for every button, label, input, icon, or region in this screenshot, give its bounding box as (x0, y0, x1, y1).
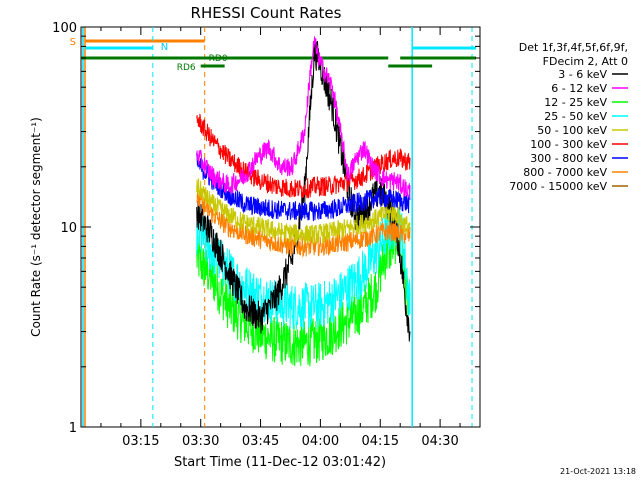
legend-entry-label: 25 - 50 keV (544, 110, 607, 123)
x-tick-label: 03:45 (242, 434, 279, 449)
night-label: N (161, 42, 168, 53)
annotation-layer: S N RD0 RD6 (70, 27, 477, 427)
series-line-1 (196, 36, 411, 200)
legend-entry-label: 12 - 25 keV (544, 96, 607, 109)
y-axis-label: Count Rate (s⁻¹ detector segment⁻¹) (29, 117, 43, 337)
series-line-5 (196, 113, 411, 199)
legend-header-line: Det 1f,3f,4f,5f,6f,9f, (519, 41, 628, 54)
footer-date: 21-Oct-2021 13:18 (560, 467, 636, 476)
axis-layer: 03:15 03:30 03:45 04:00 04:15 04:30 1 10 100 (52, 21, 480, 449)
rd6-label: RD6 (177, 63, 196, 73)
x-tick-label: 03:15 (122, 434, 159, 449)
legend: Det 1f,3f,4f,5f,6f,9f,FDecim 2, Att 03 -… (509, 41, 628, 193)
legend-entry-label: 3 - 6 keV (558, 68, 607, 81)
plot-frame (80, 26, 481, 428)
series-line-4 (196, 178, 411, 245)
legend-entry-label: 50 - 100 keV (537, 124, 607, 137)
rd0-label: RD0 (209, 54, 228, 64)
x-tick-label: 04:00 (302, 434, 339, 449)
legend-entry-label: 100 - 300 keV (530, 138, 607, 151)
y-tick-label: 10 (60, 221, 77, 236)
legend-entry-label: 7000 - 15000 keV (509, 180, 607, 193)
legend-entry-label: 800 - 7000 keV (523, 166, 607, 179)
x-tick-label: 03:30 (182, 434, 219, 449)
chart-title: RHESSI Count Rates (191, 4, 342, 22)
legend-entry-label: 6 - 12 keV (551, 82, 607, 95)
legend-header-line: FDecim 2, Att 0 (543, 55, 628, 68)
y-tick-label: 1 (69, 421, 77, 436)
y-tick-label: 100 (52, 21, 77, 36)
series-layer (196, 36, 411, 367)
x-tick-label: 04:15 (362, 434, 399, 449)
x-tick-label: 04:30 (421, 434, 458, 449)
att-label: S (70, 37, 76, 48)
legend-entry-label: 300 - 800 keV (530, 152, 607, 165)
series-line-0 (196, 40, 411, 342)
series-line-7 (196, 189, 411, 258)
x-axis-label: Start Time (11-Dec-12 03:01:42) (174, 455, 386, 470)
